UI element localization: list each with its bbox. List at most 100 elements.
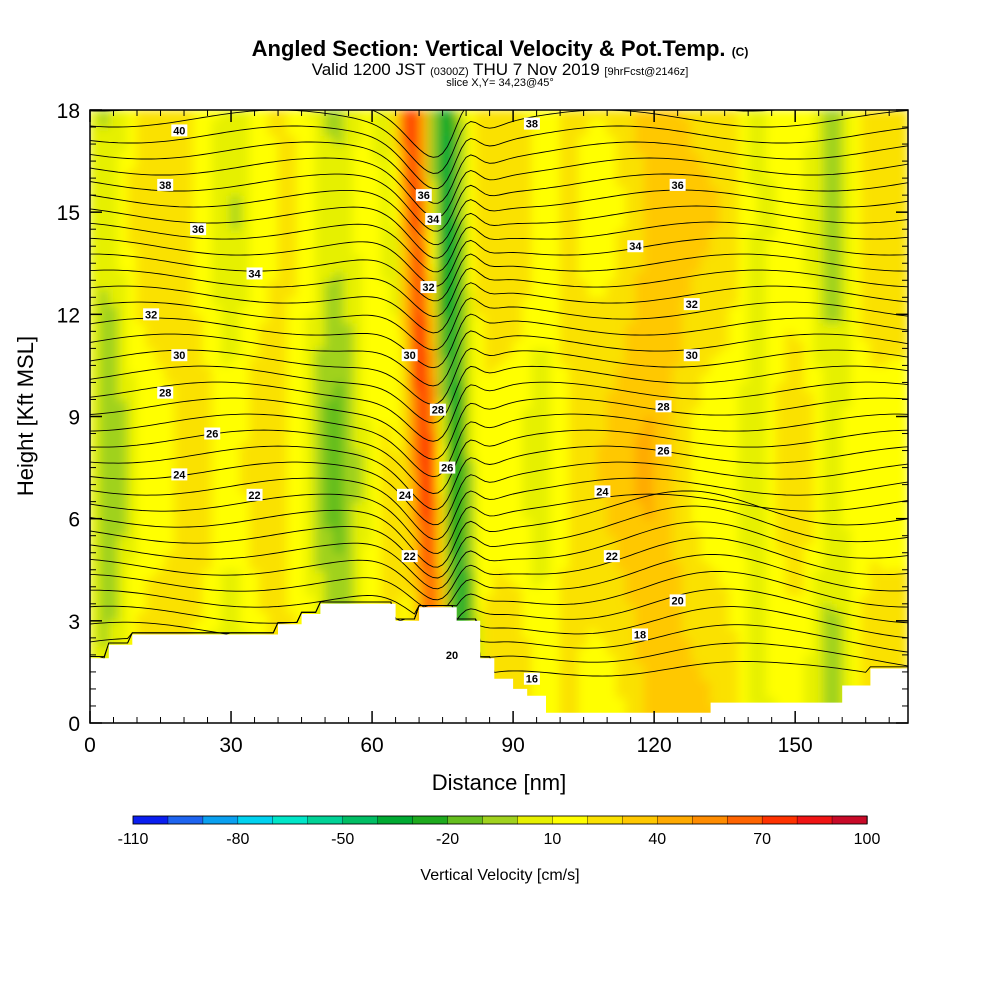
contour-label: 30 bbox=[171, 349, 188, 362]
colorbar: -110 -80 -50 -20 10 40 70 100 bbox=[118, 815, 881, 848]
x-tick-label: 30 bbox=[219, 734, 242, 757]
colorbar-swatch bbox=[307, 815, 344, 825]
contour-label: 38 bbox=[157, 178, 174, 192]
theta-contour bbox=[90, 173, 908, 232]
colorbar-swatch bbox=[272, 815, 309, 825]
colorbar-tick-label: 100 bbox=[854, 831, 881, 848]
theta-contour bbox=[90, 347, 908, 405]
theta-contour bbox=[90, 537, 908, 601]
colorbar-label: Vertical Velocity [cm/s] bbox=[420, 867, 579, 884]
contour-labels: 40 38 36 34 32 30 28 26 24 22 36 34 32 30 28 26 24 22 20 38… bbox=[143, 117, 700, 686]
theta-contour bbox=[90, 297, 908, 351]
theta-contour bbox=[90, 381, 908, 442]
colorbar-tick-label: 70 bbox=[753, 831, 771, 848]
contour-label: 24 bbox=[171, 468, 188, 481]
colorbar-swatch bbox=[132, 815, 169, 825]
colorbar-swatch bbox=[377, 815, 414, 825]
theta-contour bbox=[90, 282, 908, 334]
contour-label: 36 bbox=[669, 178, 686, 192]
theta-contour bbox=[90, 189, 908, 246]
contour-label: 30 bbox=[683, 349, 700, 362]
theta-contour bbox=[90, 521, 908, 590]
theta-contour bbox=[90, 601, 908, 653]
theta-contour bbox=[90, 553, 908, 608]
contour-label: 36 bbox=[190, 223, 207, 236]
colorbar-tick-label: 40 bbox=[648, 831, 666, 848]
colorbar-swatch bbox=[552, 815, 589, 825]
x-tick-label: 60 bbox=[360, 734, 383, 757]
colorbar-tick-label: -50 bbox=[331, 831, 354, 848]
colorbar-swatch bbox=[761, 815, 798, 825]
theta-contour bbox=[90, 490, 908, 568]
theta-contour bbox=[90, 221, 908, 273]
colorbar-swatch bbox=[237, 815, 274, 825]
colorbar-swatch bbox=[412, 815, 449, 825]
theta-contour bbox=[90, 477, 908, 540]
colorbar-tick-label: -80 bbox=[226, 831, 249, 848]
x-axis-label: Distance [nm] bbox=[432, 770, 567, 795]
contour-label: 28 bbox=[157, 386, 174, 400]
contour-label: 24 bbox=[594, 485, 611, 498]
contour-label: 40 bbox=[171, 124, 188, 137]
colorbar-swatch bbox=[517, 815, 554, 825]
theta-contour bbox=[90, 157, 908, 218]
colorbar-swatch bbox=[447, 815, 484, 825]
theta-contour bbox=[90, 429, 908, 494]
colorbar-swatch bbox=[692, 815, 728, 825]
y-tick-label: 9 bbox=[68, 407, 80, 430]
contour-label: 22 bbox=[401, 550, 418, 563]
colorbar-swatch bbox=[202, 815, 239, 825]
theta-contour bbox=[90, 570, 908, 615]
colorbar-swatch bbox=[342, 815, 379, 825]
y-tick-label: 0 bbox=[68, 713, 80, 736]
colorbar-tick-label: -110 bbox=[118, 831, 149, 848]
theta-contour bbox=[90, 413, 908, 478]
colorbar-swatch bbox=[657, 815, 693, 825]
contour-label: 36 bbox=[415, 189, 432, 202]
colorbar-tick-label: -20 bbox=[436, 831, 459, 848]
chart-slice-label: slice X,Y= 34,23@45° bbox=[446, 77, 554, 89]
theta-contour bbox=[90, 461, 908, 526]
contour-label: 30 bbox=[401, 349, 418, 362]
theta-contour bbox=[90, 205, 908, 259]
x-tick-label: 0 bbox=[84, 734, 96, 757]
x-tick-label: 150 bbox=[778, 734, 813, 757]
theta-contour bbox=[90, 237, 908, 287]
contour-label: 34 bbox=[627, 240, 644, 253]
contour-label: 28 bbox=[655, 400, 672, 413]
theta-contour bbox=[90, 141, 908, 204]
colorbar-swatch bbox=[726, 815, 763, 825]
contour-label: 22 bbox=[246, 488, 263, 502]
plot-area bbox=[90, 110, 908, 723]
theta-contour bbox=[90, 588, 908, 624]
theta-contour bbox=[90, 110, 908, 174]
theta-contour bbox=[90, 313, 908, 369]
theta-contour bbox=[90, 601, 908, 639]
y-tick-label: 18 bbox=[57, 100, 80, 123]
theta-contour bbox=[90, 253, 908, 302]
contour-label: 26 bbox=[204, 427, 221, 441]
contour-label: 22 bbox=[603, 550, 620, 563]
contour-label: 32 bbox=[143, 308, 160, 321]
chart-title: Angled Section: Vertical Velocity & Pot.… bbox=[251, 36, 749, 61]
x-tick-label: 120 bbox=[637, 734, 672, 757]
colorbar-swatch bbox=[167, 815, 204, 825]
colorbar-swatch bbox=[796, 815, 833, 825]
contour-label: 26 bbox=[439, 461, 456, 475]
colorbar-swatch bbox=[622, 815, 658, 825]
contour-label: 34 bbox=[425, 212, 442, 226]
y-tick-label: 6 bbox=[68, 509, 80, 532]
colorbar-frame bbox=[132, 815, 868, 825]
theta-contour bbox=[90, 445, 908, 510]
y-tick-label: 3 bbox=[68, 611, 80, 634]
contour-label: 26 bbox=[655, 444, 672, 458]
y-tick-label: 12 bbox=[57, 304, 80, 327]
colorbar-tick-label: 10 bbox=[544, 831, 562, 848]
terrain bbox=[90, 603, 908, 723]
contour-label: 20 bbox=[669, 594, 686, 607]
contour-label: 20 bbox=[443, 648, 460, 662]
colorbar-swatch bbox=[482, 815, 519, 825]
contour-label: 34 bbox=[246, 267, 263, 280]
